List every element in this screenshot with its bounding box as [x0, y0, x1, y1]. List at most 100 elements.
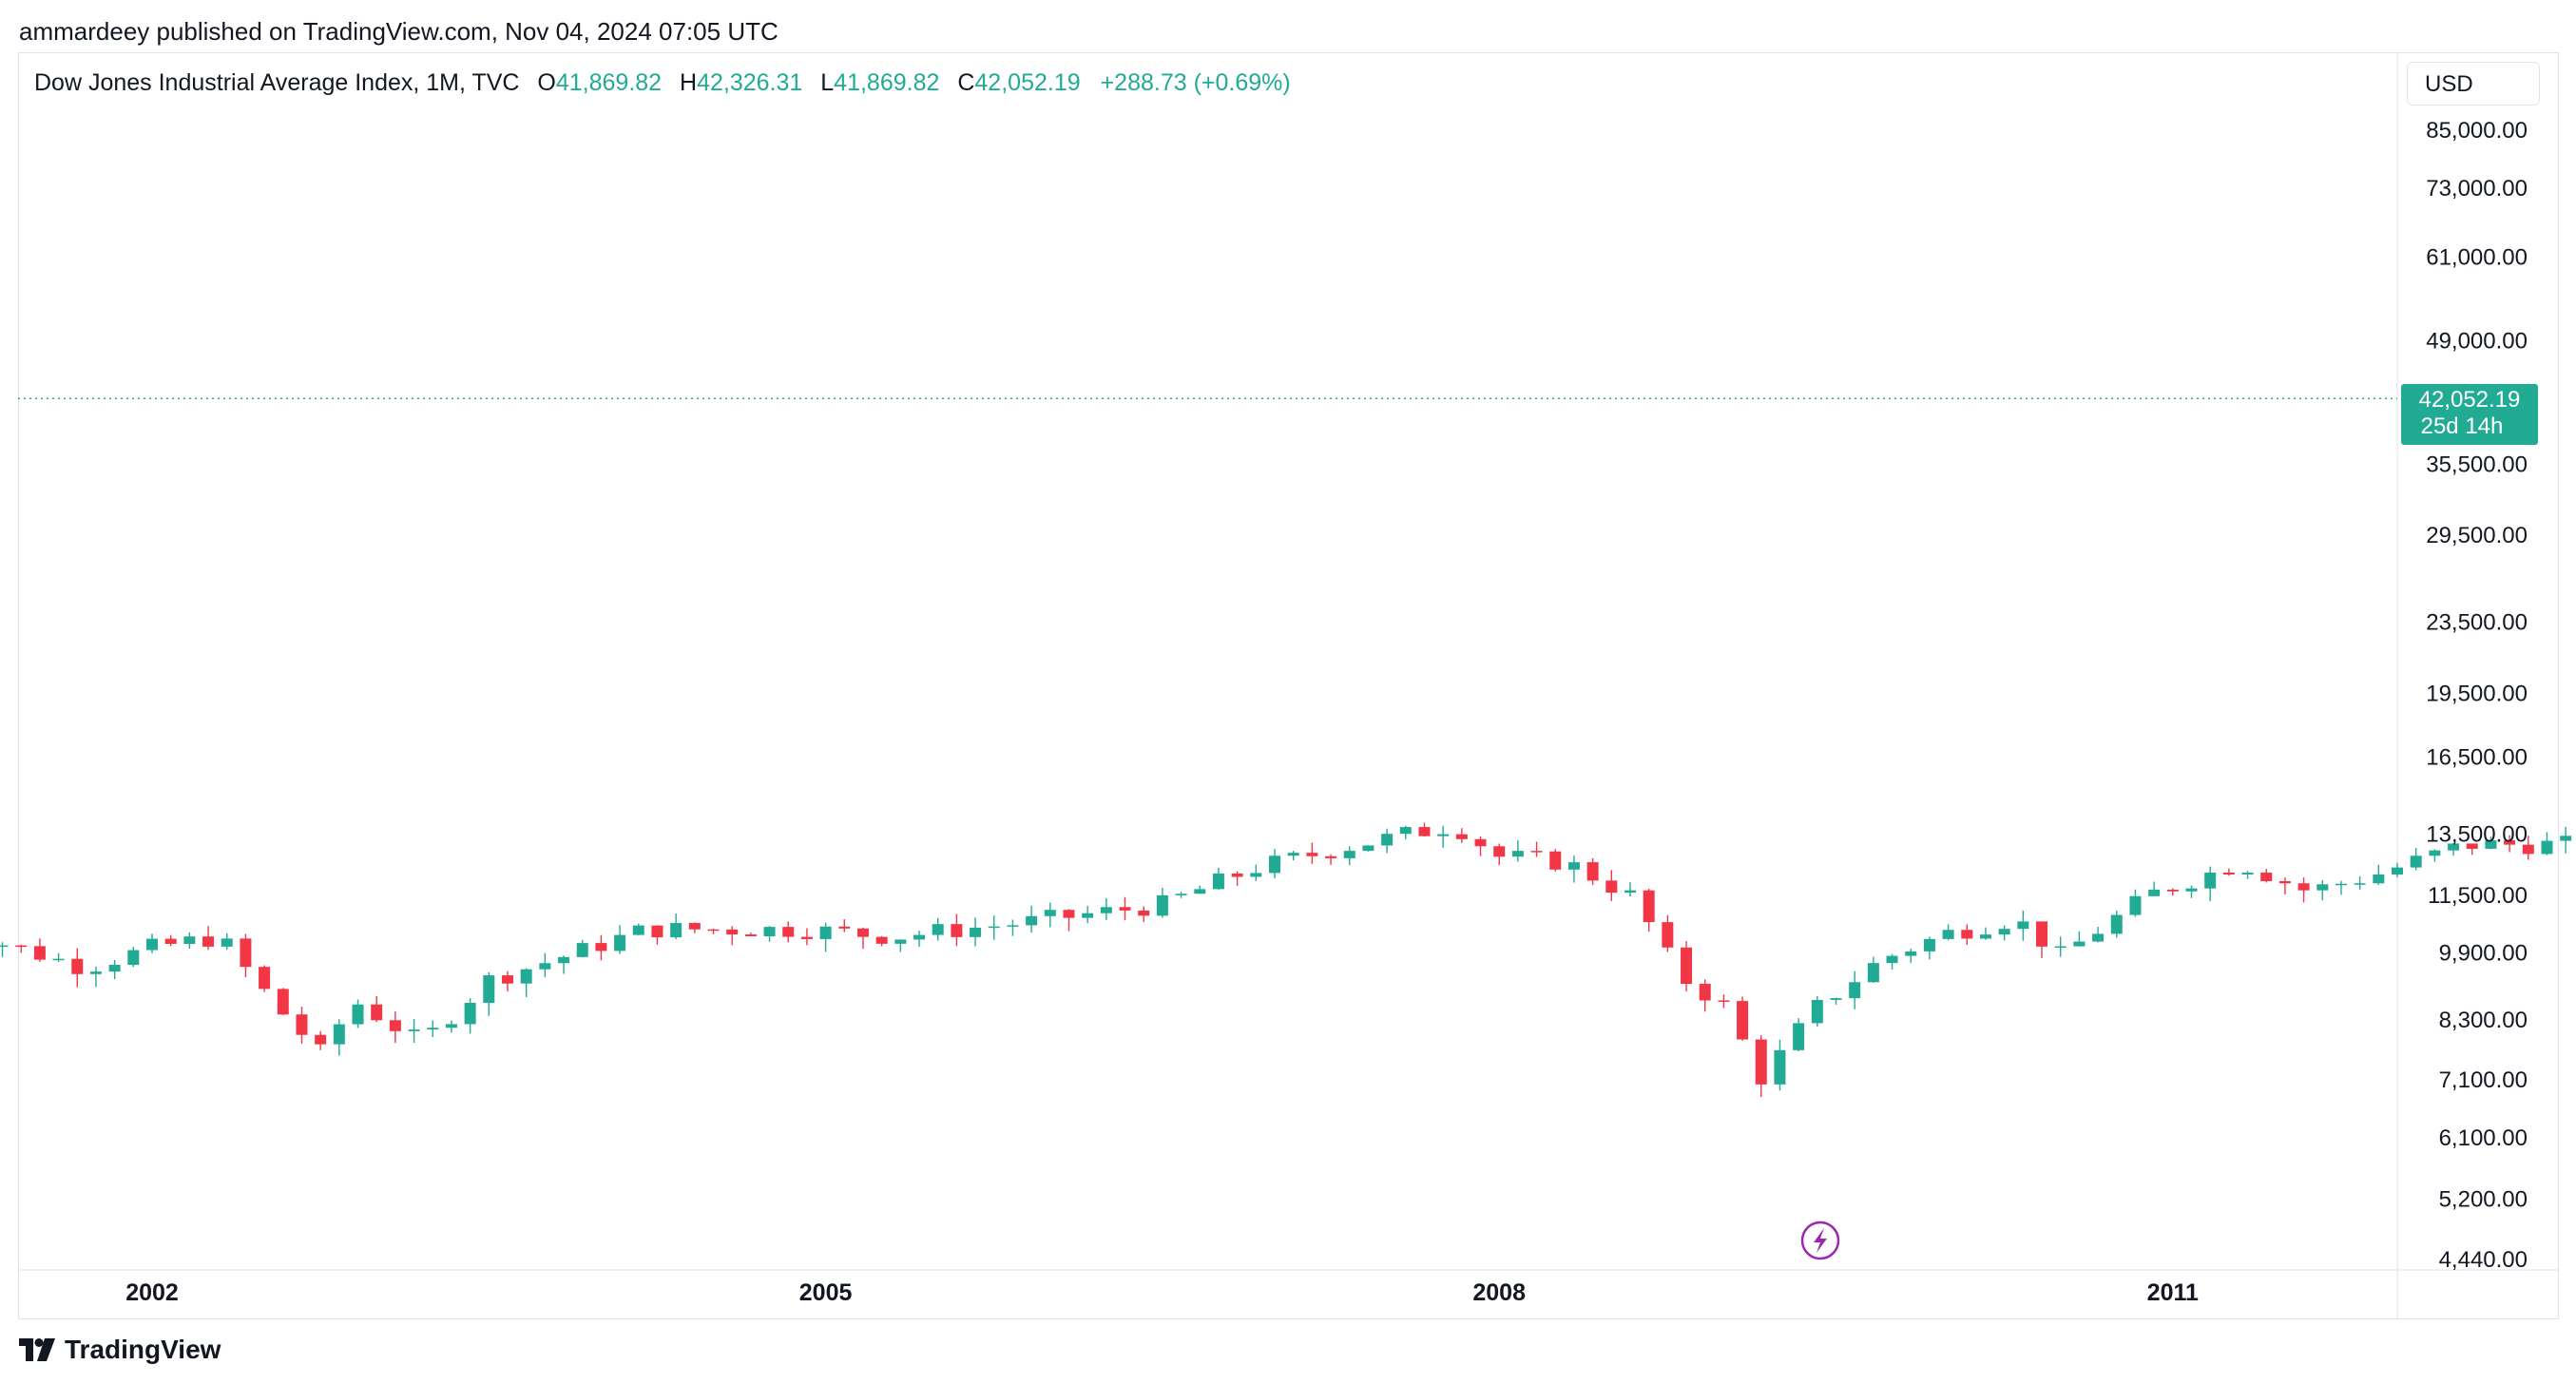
candle-body	[894, 939, 907, 944]
candle-body	[1175, 894, 1187, 895]
candle-body	[164, 938, 177, 944]
candle-body	[2373, 874, 2385, 884]
candle-body	[15, 945, 28, 948]
candle-body	[2448, 843, 2460, 851]
bar-countdown: 25d 14h	[2421, 413, 2504, 439]
candle-body	[1998, 929, 2010, 935]
candle-body	[2392, 867, 2403, 875]
candle-body	[819, 926, 832, 939]
candle-body	[2036, 921, 2048, 947]
candle-body	[1212, 873, 1224, 890]
candle-body	[1849, 982, 1861, 999]
price-tick-label: 73,000.00	[2426, 176, 2528, 202]
close-value: 42,052.19	[974, 69, 1081, 96]
brand-name: TradingView	[65, 1335, 221, 1364]
candle-body	[0, 945, 9, 948]
candle-body	[2054, 946, 2067, 949]
high-label: H	[680, 69, 698, 96]
candle-body	[389, 1020, 401, 1031]
low-label: L	[820, 69, 835, 96]
candle-body	[1325, 855, 1337, 858]
candle-body	[1418, 827, 1431, 836]
candle-body	[2222, 872, 2235, 875]
candle-body	[1737, 1001, 1749, 1040]
candle-body	[1811, 999, 1823, 1024]
candle-body	[1662, 922, 1674, 948]
symbol-title: Dow Jones Industrial Average Index, 1M, …	[34, 69, 520, 96]
candle-body	[932, 924, 944, 935]
time-axis[interactable]: 2002200520082011201420172020202320262029…	[125, 1279, 2576, 1306]
candle-body	[1961, 930, 1973, 939]
price-tick-label: 4,440.00	[2439, 1247, 2528, 1273]
candle-body	[1755, 1039, 1767, 1085]
candle-body	[2166, 889, 2179, 892]
candle-body	[2410, 855, 2422, 868]
price-tick-label: 9,900.00	[2439, 940, 2528, 966]
candle-body	[1681, 947, 1693, 985]
chart-frame	[18, 52, 2559, 1319]
candle-body	[445, 1024, 457, 1028]
candle-body	[1269, 855, 1280, 874]
time-tick-label: 2002	[125, 1279, 179, 1306]
candle-body	[1530, 851, 1543, 853]
candle-body	[1231, 873, 1243, 877]
tradingview-logo[interactable]: TradingView	[19, 1335, 221, 1365]
time-tick-label: 2011	[2147, 1279, 2199, 1306]
candle-body	[1624, 890, 1636, 894]
candle-body	[2335, 883, 2347, 886]
candle-body	[2297, 883, 2310, 891]
candle-body	[483, 975, 495, 1004]
low-value: 41,869.82	[834, 69, 940, 96]
price-tick-label: 19,500.00	[2426, 681, 2528, 706]
candle-body	[1511, 851, 1524, 857]
price-axis[interactable]: 85,000.00 73,000.00 61,000.00 49,000.00 35,5…	[2426, 118, 2528, 1273]
candle-body	[1979, 934, 1991, 939]
candle-body	[856, 928, 869, 937]
candle-body	[838, 926, 851, 929]
candle-body	[1905, 951, 1917, 956]
candle-body	[277, 989, 289, 1015]
price-tick-label: 61,000.00	[2426, 245, 2528, 271]
candle-body	[352, 1004, 364, 1025]
candle-body	[2185, 888, 2198, 892]
candle-body	[1250, 873, 1262, 877]
candle-body	[688, 923, 701, 930]
candle-body	[1923, 938, 1935, 952]
time-tick-label: 2005	[799, 1279, 853, 1306]
candle-body	[52, 958, 65, 961]
last-price-tag: 42,052.19 25d 14h	[2401, 384, 2538, 445]
candle-body	[89, 971, 102, 974]
candle-body	[1082, 913, 1094, 918]
candle-body	[108, 965, 121, 972]
publish-header: ammardeey published on TradingView.com, …	[19, 17, 779, 46]
candle-body	[651, 925, 663, 938]
price-tick-label: 35,500.00	[2426, 452, 2528, 477]
candle-body	[1643, 890, 1655, 923]
price-tick-label: 16,500.00	[2426, 745, 2528, 771]
candle-body	[71, 958, 84, 974]
candle-body	[2260, 873, 2273, 882]
candle-body	[1194, 889, 1206, 894]
candle-body	[240, 938, 252, 968]
candle-body	[2429, 850, 2441, 856]
candle-body	[1100, 907, 1112, 913]
candle-body	[763, 927, 776, 936]
candle-body	[1774, 1049, 1786, 1085]
open-label: O	[537, 69, 556, 96]
candle-body	[2148, 889, 2161, 896]
price-tick-label: 6,100.00	[2439, 1125, 2528, 1151]
candle-body	[371, 1004, 383, 1021]
candle-body	[2466, 843, 2478, 849]
candle-body	[1007, 925, 1019, 927]
candle-body	[1793, 1023, 1805, 1050]
candle-body	[1287, 853, 1299, 856]
candle-body	[2204, 872, 2217, 889]
price-tick-label: 5,200.00	[2439, 1186, 2528, 1212]
price-tick-label: 49,000.00	[2426, 329, 2528, 355]
candle-body	[2522, 844, 2534, 855]
lightning-icon[interactable]	[1800, 1221, 1840, 1260]
candle-body	[2017, 921, 2029, 930]
currency-button[interactable]: USD	[2407, 62, 2540, 106]
candle-body	[2504, 840, 2516, 845]
